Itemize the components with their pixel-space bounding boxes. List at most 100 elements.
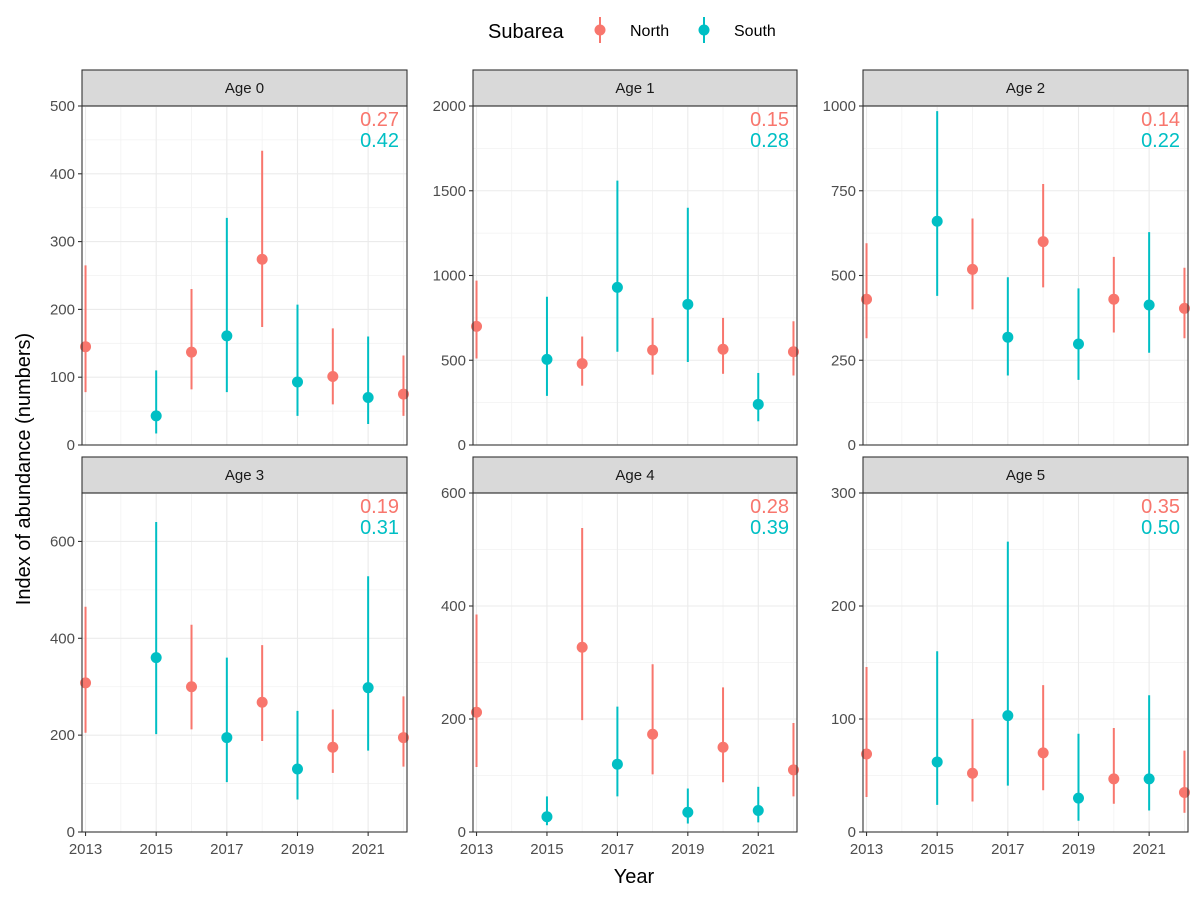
legend-key-south: South — [698, 17, 776, 43]
x-tick-label: 2021 — [1132, 841, 1165, 858]
cv-north-label: 0.35 — [1141, 496, 1180, 518]
panel-border — [81, 492, 408, 833]
panel-strip-label: Age 4 — [615, 467, 654, 484]
panel-data — [80, 522, 409, 800]
panel-age-4: Age 4 0 200 400 600 2013 2015 2017 2019 2021 0.280… — [441, 456, 799, 858]
y-tick-label: 750 — [831, 183, 856, 200]
point-south-2019 — [682, 806, 694, 818]
point-north-2020 — [1108, 773, 1120, 785]
legend-key-north-point — [594, 24, 606, 36]
panel-strip — [472, 456, 798, 494]
y-tick-label: 2000 — [433, 98, 466, 115]
legend-label-south: South — [734, 23, 776, 40]
point-south-2017 — [1002, 710, 1014, 722]
y-tick-label: 400 — [50, 166, 75, 183]
x-tick-label: 2015 — [139, 841, 172, 858]
y-tick-label: 600 — [441, 485, 466, 502]
y-tick-label: 400 — [441, 598, 466, 615]
point-south-2019 — [1072, 338, 1084, 350]
y-tick-label: 0 — [848, 437, 856, 454]
point-north-2020 — [1108, 293, 1120, 305]
y-tick-label: 250 — [831, 352, 856, 369]
point-south-2019 — [682, 298, 694, 310]
point-south-2017 — [611, 281, 623, 293]
x-tick-label: 2013 — [460, 841, 493, 858]
y-tick-label: 300 — [50, 234, 75, 251]
y-tick-label: 600 — [50, 533, 75, 550]
panel-age-1: Age 1 0 500 1000 1500 2000 0.150.28 — [433, 69, 799, 454]
point-north-2018 — [647, 344, 659, 356]
point-north-2022 — [787, 346, 799, 358]
legend-key-north: North — [594, 17, 669, 43]
y-tick-label: 100 — [50, 369, 75, 386]
y-tick-label: 0 — [458, 824, 466, 841]
y-tick-label: 200 — [50, 727, 75, 744]
point-north-2020 — [717, 741, 729, 753]
point-north-2016 — [186, 681, 198, 693]
point-south-2015 — [541, 811, 553, 823]
point-north-2022 — [787, 764, 799, 776]
point-south-2019 — [1072, 792, 1084, 804]
y-tick-label: 0 — [67, 824, 75, 841]
y-tick-label: 200 — [441, 711, 466, 728]
point-south-2019 — [291, 376, 303, 388]
y-axis-title: Index of abundance (numbers) — [13, 333, 35, 605]
x-tick-label: 2013 — [850, 841, 883, 858]
point-north-2022 — [397, 732, 409, 744]
panel-strip-label: Age 1 — [615, 80, 654, 97]
panel-grid — [863, 105, 1188, 446]
x-tick-label: 2019 — [671, 841, 704, 858]
cv-south-label: 0.28 — [750, 130, 789, 152]
point-south-2015 — [541, 353, 553, 365]
panel-grid — [82, 105, 407, 446]
point-north-2013 — [861, 748, 873, 760]
cv-north-label: 0.15 — [750, 109, 789, 131]
point-north-2022 — [1178, 302, 1190, 314]
point-north-2020 — [717, 343, 729, 355]
panel-strip — [862, 69, 1189, 107]
panel-age-0: Age 0 0 100 200 300 400 500 0.270.42 — [50, 69, 409, 454]
cv-north-label: 0.14 — [1141, 109, 1180, 131]
cv-north-label: 0.28 — [750, 496, 789, 518]
panel-strip-label: Age 3 — [225, 467, 264, 484]
panel-data — [861, 541, 1190, 821]
panel-data — [471, 180, 799, 422]
panel-strip-label: Age 5 — [1006, 467, 1045, 484]
y-tick-label: 0 — [67, 437, 75, 454]
point-north-2018 — [256, 253, 268, 265]
point-north-2018 — [1037, 236, 1049, 248]
y-tick-label: 1000 — [823, 98, 856, 115]
panel-border — [472, 105, 798, 446]
point-north-2022 — [397, 388, 409, 400]
point-north-2016 — [967, 767, 979, 779]
x-axis-title: Year — [614, 866, 655, 888]
point-south-2021 — [752, 398, 764, 410]
point-south-2021 — [362, 682, 374, 694]
panel-border — [862, 492, 1189, 833]
y-tick-label: 300 — [831, 485, 856, 502]
x-tick-label: 2013 — [69, 841, 102, 858]
point-north-2022 — [1178, 786, 1190, 798]
point-north-2016 — [186, 346, 198, 358]
point-north-2020 — [327, 371, 339, 383]
x-tick-label: 2015 — [920, 841, 953, 858]
cv-north-label: 0.27 — [360, 109, 399, 131]
panel-age-2: Age 2 0 250 500 750 1000 0.140.22 — [823, 69, 1190, 454]
point-south-2017 — [221, 732, 233, 744]
cv-south-label: 0.50 — [1141, 517, 1180, 539]
panel-strip-label: Age 2 — [1006, 80, 1045, 97]
x-tick-label: 2021 — [742, 841, 775, 858]
y-tick-label: 1000 — [433, 268, 466, 285]
x-tick-label: 2017 — [991, 841, 1024, 858]
point-south-2015 — [150, 410, 162, 422]
point-north-2013 — [80, 677, 92, 689]
point-north-2016 — [576, 358, 588, 370]
point-south-2017 — [611, 758, 623, 770]
panel-strip — [472, 69, 798, 107]
point-north-2018 — [256, 696, 268, 708]
panel-strip-label: Age 0 — [225, 80, 264, 97]
panel-strip — [81, 69, 408, 107]
cv-south-label: 0.42 — [360, 130, 399, 152]
point-south-2021 — [1143, 299, 1155, 311]
panel-grid — [863, 492, 1188, 833]
